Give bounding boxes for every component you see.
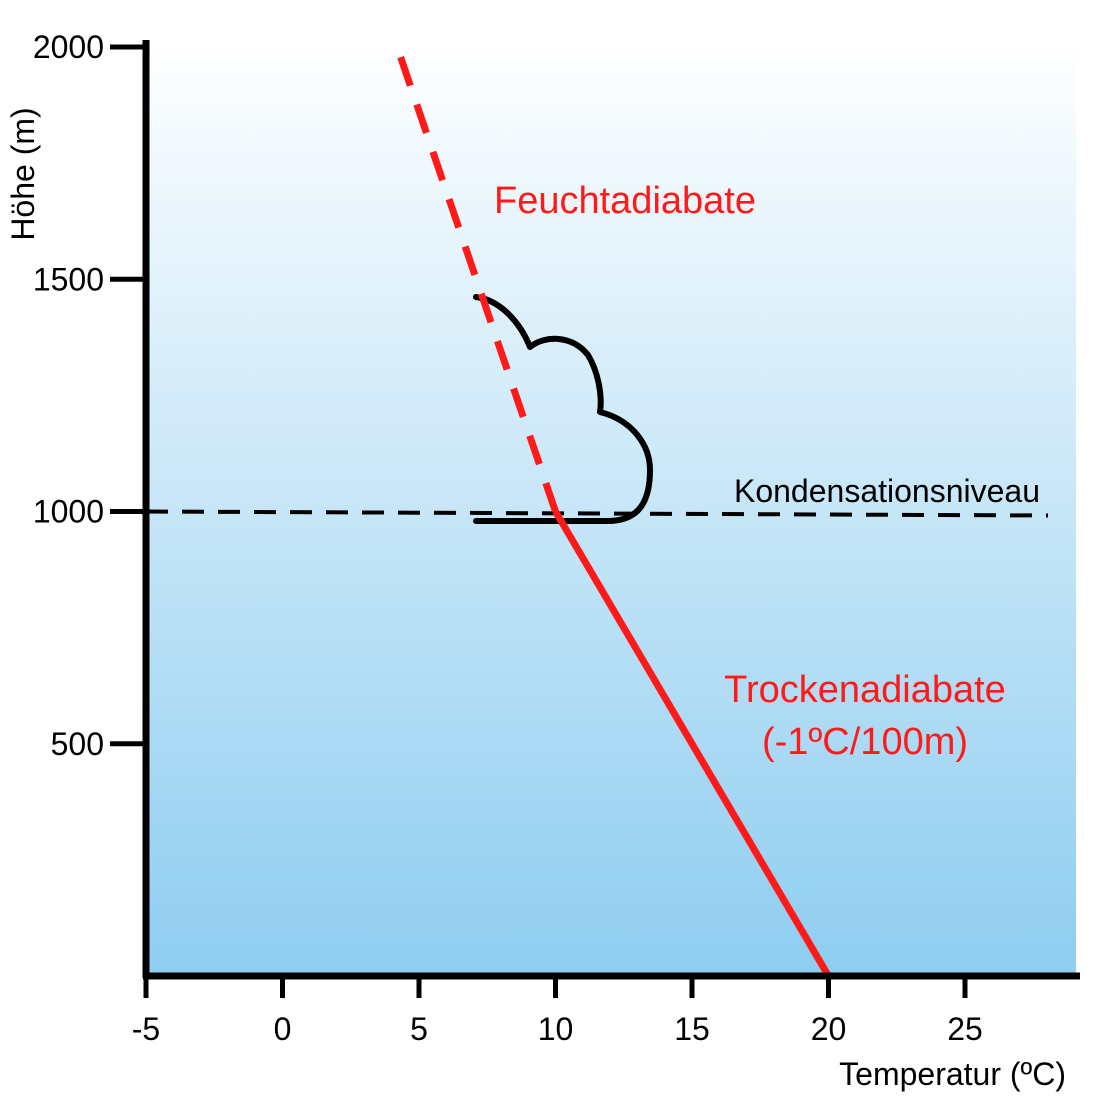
y-tick-label: 2000 <box>33 29 104 65</box>
series-label-feuchtadiabate: Feuchtadiabate <box>494 180 756 222</box>
y-tick-label: 1000 <box>33 494 104 530</box>
condensation-level-label: Kondensationsniveau <box>734 473 1040 509</box>
x-axis-title: Temperatur (ºC) <box>839 1056 1066 1092</box>
x-tick-label: 15 <box>674 1011 710 1047</box>
y-ticks: 500 1000 1500 2000 <box>33 29 146 762</box>
x-tick-label: 25 <box>947 1011 983 1047</box>
condensation-level <box>145 509 1049 518</box>
series-label-trockenadiabate: Trockenadiabate <box>724 669 1006 711</box>
condensation-level-line <box>145 509 1049 518</box>
series-group <box>393 45 832 978</box>
plot-background <box>146 40 1076 976</box>
x-tick-label: 5 <box>410 1011 428 1047</box>
cloud-icon <box>473 294 653 524</box>
series-sublabel-rate: (-1ºC/100m) <box>762 721 968 763</box>
series-line-trockenadiabate <box>552 509 832 978</box>
x-tick-label: 10 <box>538 1011 574 1047</box>
x-tick-label: 0 <box>274 1011 292 1047</box>
x-tick-label: 20 <box>811 1011 847 1047</box>
y-axis-title: Höhe (m) <box>5 107 41 240</box>
y-tick-label: 500 <box>51 726 104 762</box>
y-tick-label: 1500 <box>33 261 104 297</box>
series-line-feuchtadiabate <box>393 45 559 513</box>
x-ticks: -5 0 5 10 15 20 25 <box>132 976 983 1047</box>
x-tick-label: -5 <box>132 1011 160 1047</box>
